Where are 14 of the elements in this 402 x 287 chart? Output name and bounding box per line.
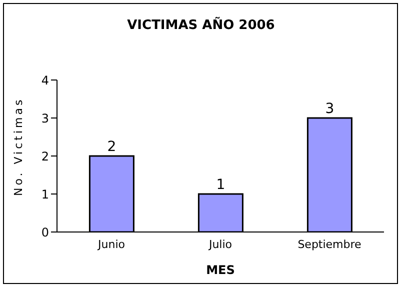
y-tick-label: 1 — [41, 187, 49, 202]
data-label: 1 — [216, 177, 226, 193]
y-tick-label: 0 — [41, 225, 49, 240]
x-tick-label: Septiembre — [298, 238, 362, 251]
y-tick-label: 3 — [41, 111, 49, 126]
y-tick-label: 2 — [41, 149, 49, 164]
x-tick-label: Julio — [208, 238, 232, 251]
x-axis-title: MES — [206, 263, 235, 277]
y-tick-label: 4 — [41, 73, 49, 88]
y-axis-title: No. Victimas — [12, 97, 25, 196]
data-label: 2 — [107, 139, 116, 155]
data-label: 3 — [325, 101, 334, 117]
x-tick-label: Junio — [97, 238, 126, 251]
chart-title: VICTIMAS AÑO 2006 — [126, 18, 276, 33]
